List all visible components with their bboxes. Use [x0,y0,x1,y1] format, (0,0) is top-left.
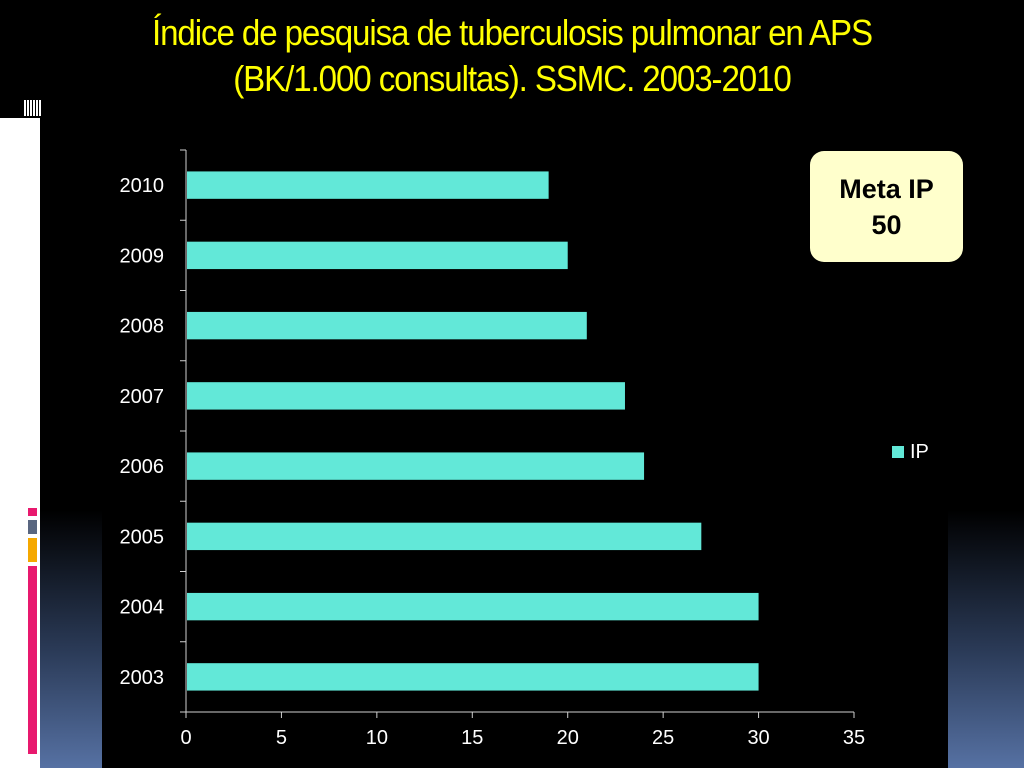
category-label-2008: 2008 [120,316,165,338]
bar-2008 [187,311,587,340]
x-tick-label-0: 0 [180,727,191,749]
meta-callout: Meta IP 50 [810,151,963,262]
category-label-2004: 2004 [120,597,165,619]
bar-2006 [187,452,645,480]
bar-2007 [187,382,625,410]
x-tick-label-30: 30 [747,727,769,749]
category-label-2010: 2010 [120,175,165,197]
category-label-2003: 2003 [120,667,165,689]
decor-stripe-gray [28,520,37,534]
decor-barcode [24,100,42,116]
bar-2003 [187,663,759,691]
decor-stripe-pink [28,566,37,754]
x-tick-label-15: 15 [461,727,483,749]
legend-swatch [892,446,904,458]
decor-stripe-orange [28,538,37,562]
meta-callout-label: Meta IP [839,173,934,204]
bar-2005 [187,522,702,551]
slide-title: Índice de pesquisa de tuberculosis pulmo… [59,10,964,102]
x-tick-label-5: 5 [276,727,287,749]
x-tick-label-25: 25 [652,727,674,749]
category-label-2007: 2007 [120,386,165,408]
meta-callout-value: 50 [871,209,902,240]
x-tick-label-35: 35 [843,727,865,749]
chart-panel: 2010 2009 2008 2007 2006 2005 2004 2003 0 5 10 15 20… [102,128,948,768]
category-label-2006: 2006 [120,456,165,478]
category-label-2009: 2009 [120,245,165,267]
bar-2009 [187,241,568,270]
category-label-2005: 2005 [120,526,165,548]
x-tick-label-20: 20 [557,727,579,749]
bar-2010 [187,171,549,199]
decor-stripe-pink-small [28,508,37,516]
x-tick-label-10: 10 [366,727,388,749]
slide-title-line1: Índice de pesquisa de tuberculosis pulmo… [152,12,873,53]
slide-title-line2: (BK/1.000 consultas). SSMC. 2003-2010 [233,58,792,99]
legend-label: IP [910,441,929,463]
bar-2004 [187,592,759,621]
